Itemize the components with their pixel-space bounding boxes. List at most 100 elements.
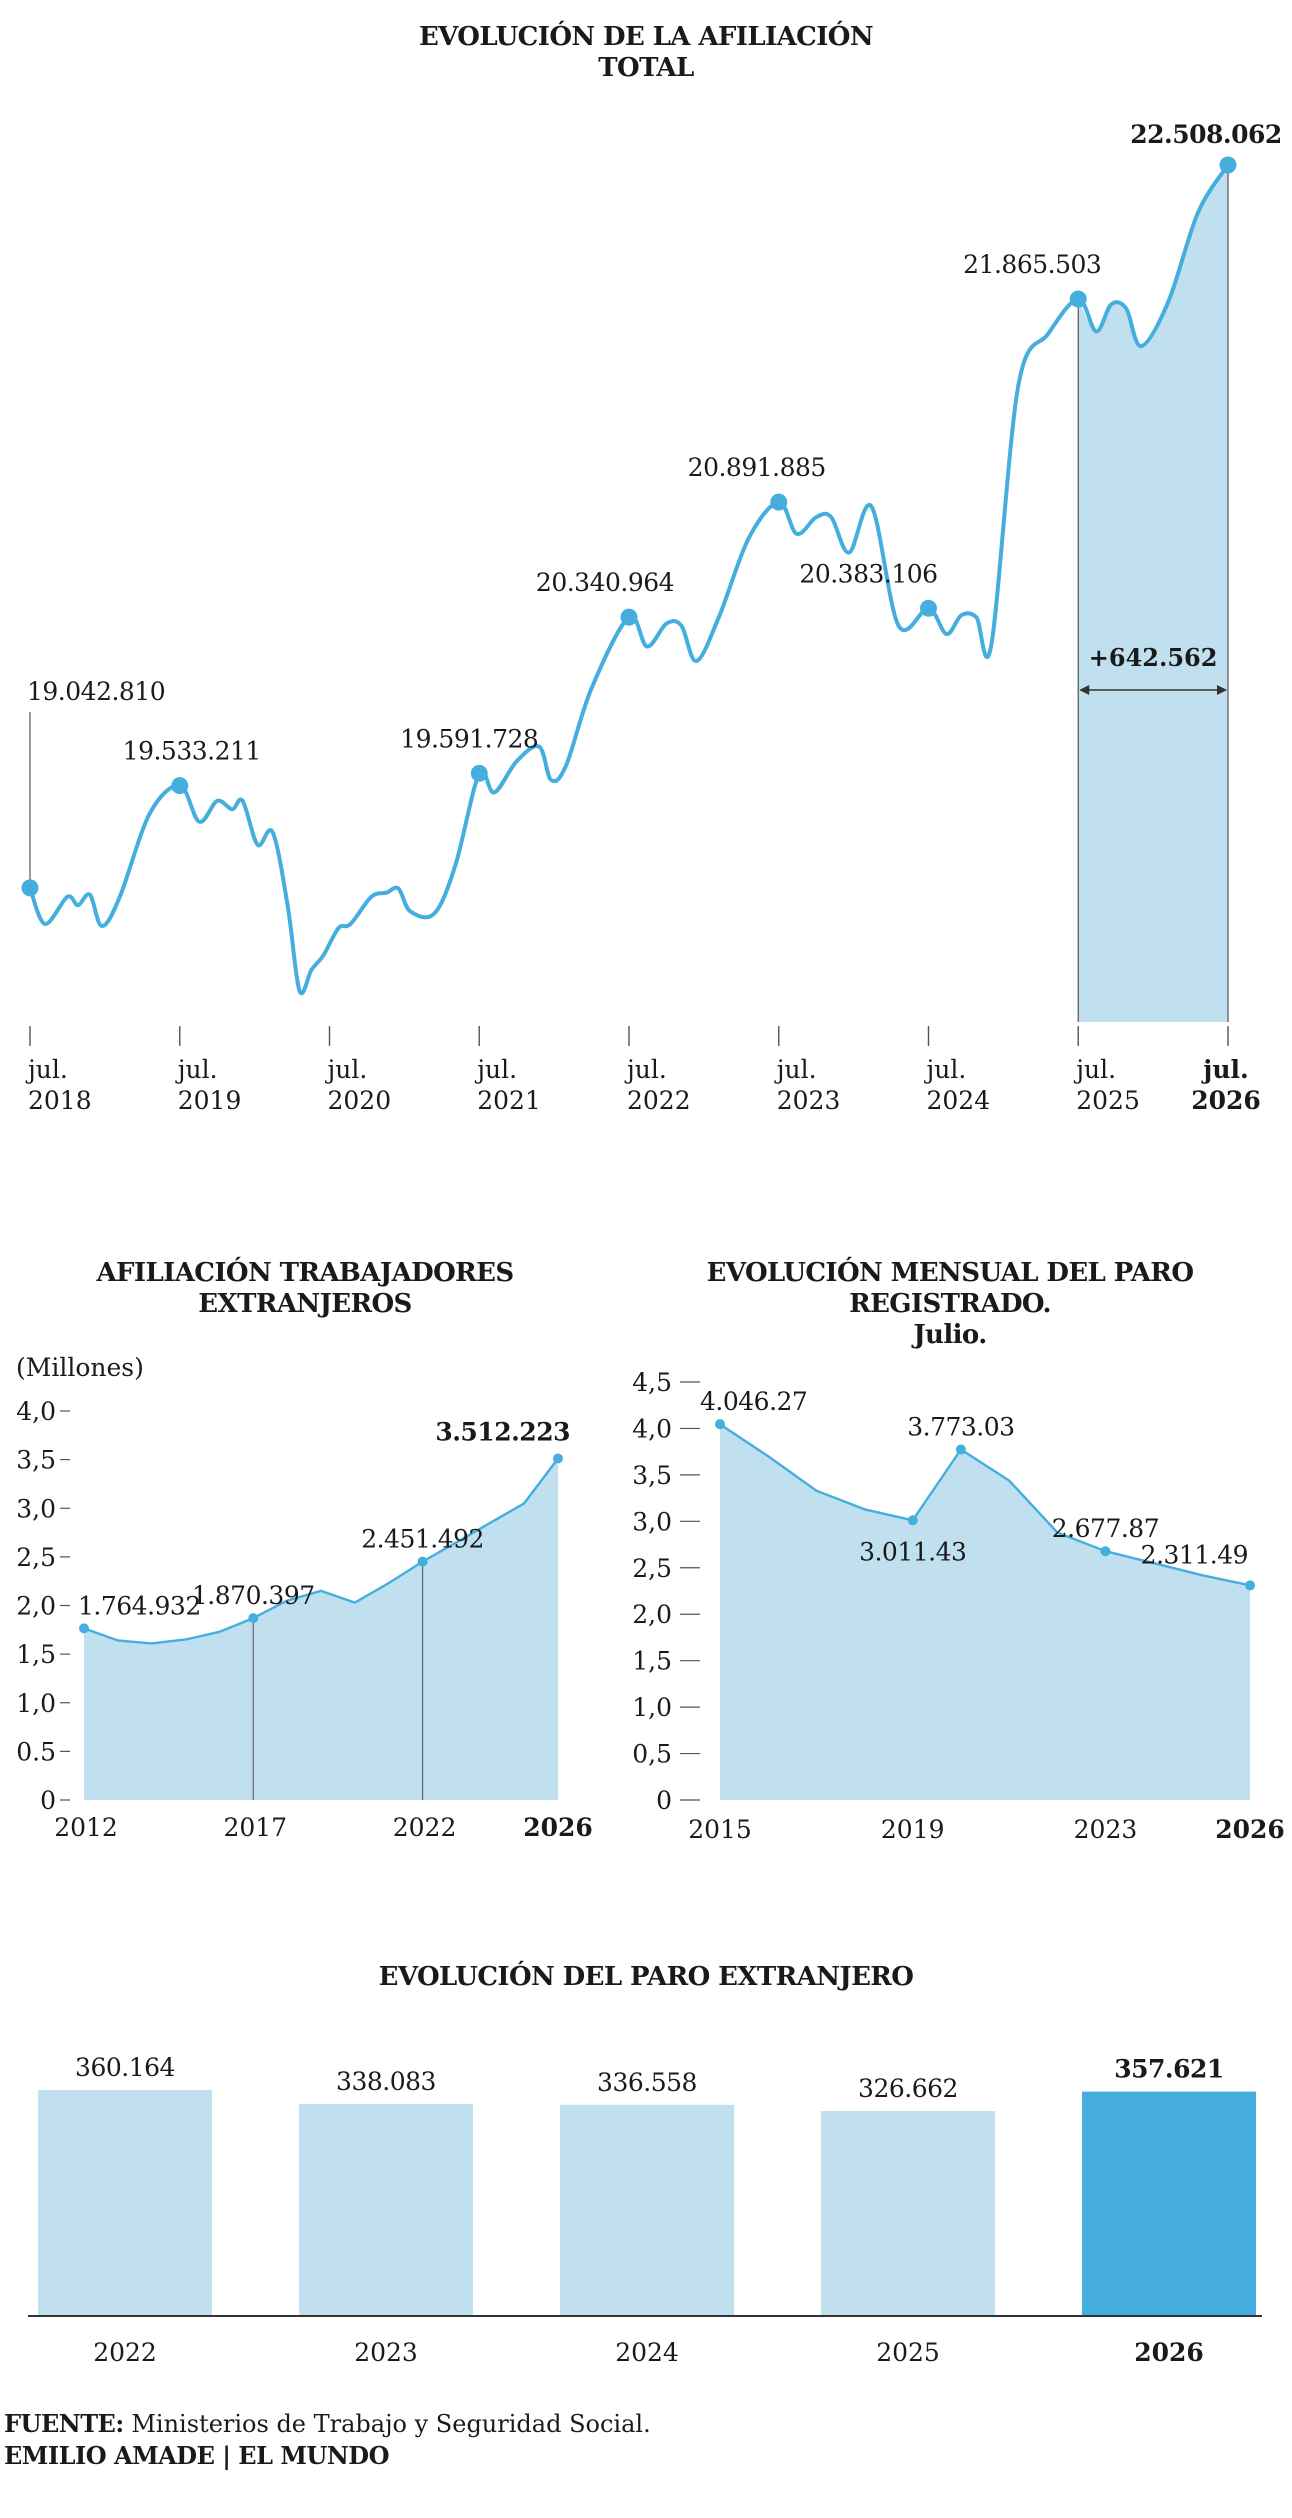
data-label: 3.512.223 xyxy=(435,1417,570,1446)
x-tick-label-month: jul. xyxy=(474,1055,517,1084)
x-tick-label: 2017 xyxy=(223,1813,287,1842)
x-tick-label-year: 2024 xyxy=(927,1086,991,1115)
x-tick-label: 2023 xyxy=(354,2338,418,2367)
y-tick-label: 3,0 xyxy=(632,1507,672,1536)
afiliacion-extranjeros-chart: (Millones) 0 0.5 1,0 1,5 2,0 2,5 3,0 3,5 4,0 1.764… xyxy=(16,1353,593,1842)
data-label: 19.591.728 xyxy=(400,724,538,753)
data-label: 22.508.062 xyxy=(1130,120,1282,149)
y-tick-label: 0 xyxy=(40,1786,56,1815)
y-tick-label: 1,5 xyxy=(632,1647,672,1676)
bar xyxy=(560,2104,734,2316)
data-point xyxy=(171,777,189,795)
highlight-area xyxy=(1078,165,1228,1022)
data-label: 3.773.03 xyxy=(907,1413,1014,1442)
x-tick-label-year: 2019 xyxy=(178,1086,242,1115)
chart3-title: EVOLUCIÓN MENSUAL DEL PARO REGISTRADO. J… xyxy=(706,1258,1194,1350)
y-tick-label: 3,0 xyxy=(16,1494,56,1523)
bar xyxy=(821,2111,995,2316)
x-tick-label-year: 2021 xyxy=(477,1086,541,1115)
change-arrowhead-right xyxy=(1217,685,1227,695)
y-tick-label: 0.5 xyxy=(16,1737,56,1766)
data-point xyxy=(21,879,39,897)
y-tick-label: 2,0 xyxy=(632,1600,672,1629)
bar-value-label: 326.662 xyxy=(858,2074,958,2103)
change-arrowhead-left xyxy=(1079,685,1090,695)
x-tick-label-month: jul. xyxy=(1073,1055,1116,1084)
data-label: 3.011.43 xyxy=(859,1537,966,1566)
bar xyxy=(38,2090,212,2316)
x-tick-label-year: 2023 xyxy=(777,1086,841,1115)
bar xyxy=(299,2103,473,2316)
x-tick-label-month: jul. xyxy=(624,1055,667,1084)
data-point xyxy=(79,1623,89,1634)
data-point xyxy=(770,493,788,511)
y-tick-label: 4,0 xyxy=(632,1414,672,1443)
source-label: FUENTE: xyxy=(4,2409,124,2438)
data-point xyxy=(955,1444,966,1455)
change-label: +642.562 xyxy=(1089,643,1218,672)
afiliacion-total-chart: +642.562jul.2018jul.2019jul.2020jul.2021… xyxy=(21,120,1282,1115)
affiliation-line xyxy=(28,163,1230,996)
data-label: 2.311.49 xyxy=(1141,1540,1248,1569)
x-tick-label: 2024 xyxy=(615,2338,679,2367)
area-fill xyxy=(84,1458,558,1800)
y-tick-label: 2,5 xyxy=(632,1554,672,1583)
x-tick-label-month: jul. xyxy=(774,1055,817,1084)
data-point xyxy=(1069,290,1087,308)
data-label: 19.533.211 xyxy=(123,737,261,766)
x-tick-label: 2022 xyxy=(93,2338,157,2367)
bar-value-label: 357.621 xyxy=(1114,2055,1224,2084)
data-point xyxy=(1219,156,1237,174)
x-tick-label-year: 2026 xyxy=(1191,1086,1261,1115)
y-tick-label: 2,5 xyxy=(16,1543,56,1572)
data-point xyxy=(1245,1580,1255,1591)
data-label: 2.451.492 xyxy=(361,1525,484,1554)
source-text: Ministerios de Trabajo y Seguridad Socia… xyxy=(123,2410,651,2438)
x-tick-label-year: 2020 xyxy=(328,1086,392,1115)
data-label: 19.042.810 xyxy=(27,677,165,706)
x-tick-label-year: 2022 xyxy=(627,1086,691,1115)
bar-value-label: 338.083 xyxy=(336,2067,436,2096)
data-point xyxy=(620,608,638,626)
data-point xyxy=(920,599,937,617)
x-tick-label-month: jul. xyxy=(325,1055,368,1084)
y-tick-label: 2,0 xyxy=(16,1592,56,1621)
y-tick-label: 0 xyxy=(656,1786,672,1815)
area-line xyxy=(83,1457,559,1645)
data-label: 20.340.964 xyxy=(536,568,674,597)
y-tick-label: 4,5 xyxy=(632,1368,672,1397)
y-tick-label: 0,5 xyxy=(632,1740,672,1769)
x-tick-label: 2015 xyxy=(688,1815,752,1844)
data-point xyxy=(715,1419,725,1430)
data-point xyxy=(1100,1546,1111,1557)
y-tick-label: 3,5 xyxy=(16,1446,56,1475)
data-label: 1.764.932 xyxy=(78,1591,201,1620)
x-tick-label-month: jul. xyxy=(175,1055,218,1084)
area-line xyxy=(719,1423,1251,1587)
chart4-title: EVOLUCIÓN DEL PARO EXTRANJERO xyxy=(378,1962,914,1992)
data-label: 1.870.397 xyxy=(192,1581,315,1610)
credit: EMILIO AMADE | EL MUNDO xyxy=(4,2441,389,2470)
data-label: 20.891.885 xyxy=(688,453,826,482)
bar-value-label: 360.164 xyxy=(75,2053,175,2082)
paro-registrado-chart: 0 0,5 1,0 1,5 2,0 2,5 3,0 3,5 4,0 4,5 4.046.27 3.01… xyxy=(632,1368,1285,1844)
x-tick-label: 2019 xyxy=(881,1815,945,1844)
x-tick-label-year: 2018 xyxy=(28,1086,92,1115)
y-tick-label: 1,0 xyxy=(16,1689,56,1718)
data-point xyxy=(907,1515,918,1526)
y-tick-label: 1,5 xyxy=(16,1640,56,1669)
x-tick-label: 2022 xyxy=(393,1813,457,1842)
data-point xyxy=(553,1453,563,1464)
bar-value-label: 336.558 xyxy=(597,2068,697,2097)
y-tick-label: 3,5 xyxy=(632,1461,672,1490)
footer: FUENTE: Ministerios de Trabajo y Segurid… xyxy=(4,2408,651,2471)
chart2-title: AFILIACIÓN TRABAJADORES EXTRANJEROS xyxy=(96,1258,514,1319)
area-fill xyxy=(720,1424,1250,1800)
y-tick-label: 4,0 xyxy=(16,1397,56,1426)
bar xyxy=(1082,2091,1256,2316)
x-tick-label: 2026 xyxy=(1215,1815,1285,1844)
source-line: FUENTE: Ministerios de Trabajo y Segurid… xyxy=(4,2408,651,2440)
y-axis-unit-label: (Millones) xyxy=(16,1353,144,1382)
chart1-title: EVOLUCIÓN DE LA AFILIACIÓN TOTAL xyxy=(418,22,874,83)
data-point xyxy=(248,1613,259,1624)
